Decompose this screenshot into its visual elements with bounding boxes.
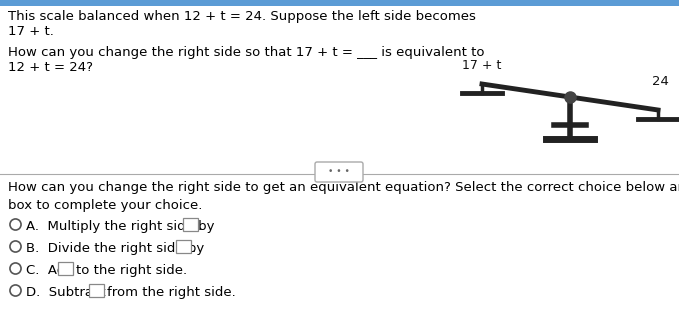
Text: C.  Add: C. Add xyxy=(26,264,74,277)
FancyBboxPatch shape xyxy=(175,239,191,252)
FancyBboxPatch shape xyxy=(58,261,73,274)
Text: B.  Divide the right side by: B. Divide the right side by xyxy=(26,242,204,255)
Text: .: . xyxy=(199,220,203,233)
Text: to the right side.: to the right side. xyxy=(76,264,187,277)
Bar xyxy=(0,0,679,6)
Text: from the right side.: from the right side. xyxy=(107,286,236,299)
Text: 17 + t.: 17 + t. xyxy=(8,25,54,38)
Text: 12 + t = 24?: 12 + t = 24? xyxy=(8,61,93,74)
Bar xyxy=(0,174,679,324)
FancyBboxPatch shape xyxy=(183,217,198,230)
Text: This scale balanced when 12 + t = 24. Suppose the left side becomes: This scale balanced when 12 + t = 24. Su… xyxy=(8,10,476,23)
Text: How can you change the right side so that 17 + t = ___ is equivalent to: How can you change the right side so tha… xyxy=(8,46,485,59)
FancyBboxPatch shape xyxy=(315,162,363,182)
Bar xyxy=(0,0,679,174)
Text: • • •: • • • xyxy=(328,168,350,177)
Text: A.  Multiply the right side by: A. Multiply the right side by xyxy=(26,220,215,233)
Text: D.  Subtract: D. Subtract xyxy=(26,286,106,299)
Text: .: . xyxy=(192,242,196,255)
Text: 17 + t: 17 + t xyxy=(462,59,502,72)
FancyBboxPatch shape xyxy=(88,284,103,296)
Text: How can you change the right side to get an equivalent equation? Select the corr: How can you change the right side to get… xyxy=(8,181,679,212)
Text: 24: 24 xyxy=(652,75,668,88)
